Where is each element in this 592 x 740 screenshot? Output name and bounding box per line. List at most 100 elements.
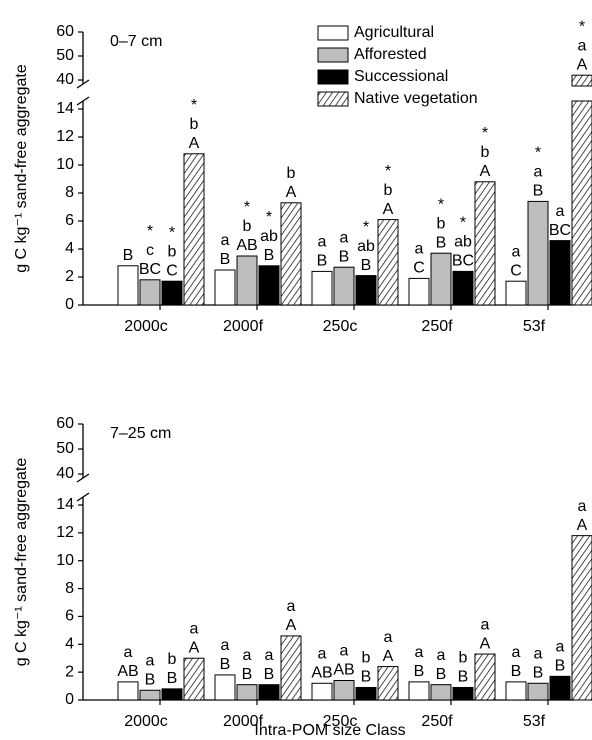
significance-letter: B: [242, 666, 253, 683]
y-tick-label: 60: [56, 23, 74, 40]
significance-letter: *: [169, 224, 175, 241]
significance-letter: a: [556, 639, 565, 656]
significance-letter: b: [287, 165, 296, 182]
significance-letter: B: [339, 248, 350, 265]
significance-letter: B: [555, 658, 566, 675]
significance-letter: b: [190, 116, 199, 133]
significance-letter: a: [340, 229, 349, 246]
significance-letter: b: [481, 144, 490, 161]
significance-letter: a: [265, 647, 274, 664]
significance-letter: A: [577, 517, 588, 534]
significance-letter: a: [415, 644, 424, 661]
y-tick-label: 10: [56, 156, 74, 173]
bar: [139, 689, 161, 701]
significance-letter: *: [191, 97, 197, 114]
significance-letter: a: [534, 164, 543, 181]
y-tick-label: 50: [56, 440, 74, 457]
x-tick-label: 2000c: [124, 713, 168, 730]
legend-label: Successional: [354, 68, 448, 85]
bar: [258, 265, 280, 306]
bar: [117, 681, 139, 701]
y-tick-label: 4: [65, 240, 74, 257]
legend-swatch: [317, 25, 349, 41]
significance-letter: B: [533, 665, 544, 682]
axis-break: [76, 79, 90, 89]
bar: [214, 269, 236, 306]
y-tick-label: 6: [65, 212, 74, 229]
bar: [214, 674, 236, 701]
bar: [333, 266, 355, 306]
significance-letter: AB: [117, 663, 138, 680]
significance-letter: B: [220, 656, 231, 673]
legend-label: Native vegetation: [354, 90, 478, 107]
bar: [258, 684, 280, 701]
significance-letter: *: [579, 18, 585, 35]
axis-break: [76, 492, 90, 502]
y-tick-label: 6: [65, 608, 74, 625]
y-tick-label: 14: [56, 496, 74, 513]
significance-letter: *: [363, 219, 369, 236]
x-tick-label: 2000f: [223, 318, 264, 335]
significance-letter: BC: [549, 222, 571, 239]
x-tick-label: 53f: [523, 318, 546, 335]
significance-letter: BC: [452, 253, 474, 270]
significance-letter: A: [577, 56, 588, 73]
bar: [139, 279, 161, 306]
significance-letter: a: [481, 616, 490, 633]
significance-letter: B: [264, 247, 275, 264]
significance-letter: a: [221, 232, 230, 249]
bar: [571, 535, 592, 701]
significance-letter: b: [459, 650, 468, 667]
legend-swatch: [317, 91, 349, 107]
x-tick-label: 250c: [323, 318, 358, 335]
significance-letter: b: [437, 215, 446, 232]
significance-letter: c: [146, 242, 154, 259]
bar: [527, 682, 549, 701]
significance-letter: C: [510, 262, 522, 279]
significance-letter: A: [480, 163, 491, 180]
bar: [527, 200, 549, 306]
panel-label: 7–25 cm: [110, 425, 171, 442]
bar: [408, 277, 430, 306]
significance-letter: b: [168, 651, 177, 668]
significance-letter: *: [482, 125, 488, 142]
y-tick-label: 2: [65, 663, 74, 680]
significance-letter: A: [383, 648, 394, 665]
legend-label: Afforested: [354, 46, 427, 63]
y-tick-label: 40: [56, 71, 74, 88]
bar: [408, 681, 430, 701]
bar: [280, 202, 302, 306]
significance-letter: B: [220, 251, 231, 268]
significance-letter: B: [511, 663, 522, 680]
bar: [236, 684, 258, 701]
axis-break: [76, 96, 90, 106]
bar: [571, 100, 592, 306]
y-tick-label: 60: [56, 415, 74, 432]
x-tick-label: 250f: [421, 318, 453, 335]
bar: [311, 270, 333, 306]
significance-letter: ab: [454, 234, 472, 251]
significance-letter: a: [534, 646, 543, 663]
x-tick-label: 53f: [523, 713, 546, 730]
significance-letter: a: [578, 37, 587, 54]
significance-letter: ab: [260, 228, 278, 245]
y-tick-label: 40: [56, 465, 74, 482]
significance-letter: *: [244, 199, 250, 216]
panel-label: 0–7 cm: [110, 33, 162, 50]
bar: [161, 688, 183, 701]
significance-letter: A: [189, 135, 200, 152]
legend-label: Agricultural: [354, 24, 434, 41]
significance-letter: BC: [139, 261, 161, 278]
y-axis-label: g C kg⁻¹ sand-free aggregate: [13, 458, 30, 667]
significance-letter: A: [383, 201, 394, 218]
significance-letter: a: [287, 598, 296, 615]
bar: [183, 153, 205, 306]
bar: [183, 657, 205, 701]
bar: [452, 686, 474, 701]
significance-letter: B: [361, 257, 372, 274]
significance-letter: B: [436, 666, 447, 683]
significance-letter: AB: [236, 237, 257, 254]
significance-letter: B: [264, 666, 275, 683]
y-tick-label: 8: [65, 580, 74, 597]
